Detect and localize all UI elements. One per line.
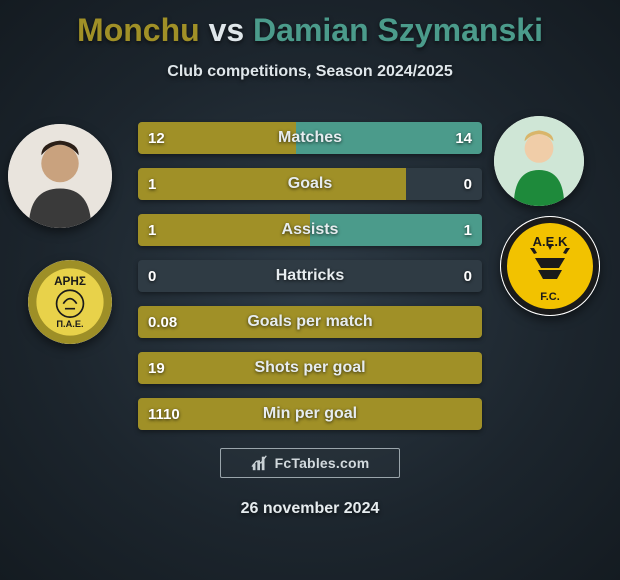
svg-text:F.C.: F.C.	[540, 291, 560, 303]
stat-label: Goals per match	[138, 306, 482, 338]
title-player2: Damian Szymanski	[253, 12, 543, 48]
title-player1: Monchu	[77, 12, 200, 48]
stat-label: Min per goal	[138, 398, 482, 430]
stat-label: Hattricks	[138, 260, 482, 292]
brand-text: FcTables.com	[275, 455, 370, 471]
stat-row: 1110Min per goal	[138, 398, 482, 430]
player2-avatar	[494, 116, 584, 206]
stat-row: 1214Matches	[138, 122, 482, 154]
svg-text:Π.Α.Ε.: Π.Α.Ε.	[56, 319, 83, 329]
stat-label: Matches	[138, 122, 482, 154]
stat-row: 19Shots per goal	[138, 352, 482, 384]
stat-row: 10Goals	[138, 168, 482, 200]
stat-row: 0.08Goals per match	[138, 306, 482, 338]
player1-avatar	[8, 124, 112, 228]
subtitle: Club competitions, Season 2024/2025	[0, 63, 620, 81]
stat-row: 11Assists	[138, 214, 482, 246]
stat-label: Goals	[138, 168, 482, 200]
stat-label: Shots per goal	[138, 352, 482, 384]
player2-club-crest: Α.Ε.Κ F.C.	[500, 216, 600, 316]
comparison-chart: 1214Matches 10Goals 11Assists 00Hattricks 0.…	[138, 122, 482, 444]
title-vs: vs	[200, 12, 253, 48]
page-title: Monchu vs Damian Szymanski	[0, 0, 620, 49]
svg-text:ΑΡΗΣ: ΑΡΗΣ	[54, 275, 86, 288]
chart-icon	[251, 454, 269, 472]
player1-club-crest: ΑΡΗΣ Π.Α.Ε.	[28, 260, 112, 344]
brand-badge: FcTables.com	[220, 448, 400, 478]
stat-label: Assists	[138, 214, 482, 246]
footer-date: 26 november 2024	[0, 500, 620, 518]
stat-row: 00Hattricks	[138, 260, 482, 292]
